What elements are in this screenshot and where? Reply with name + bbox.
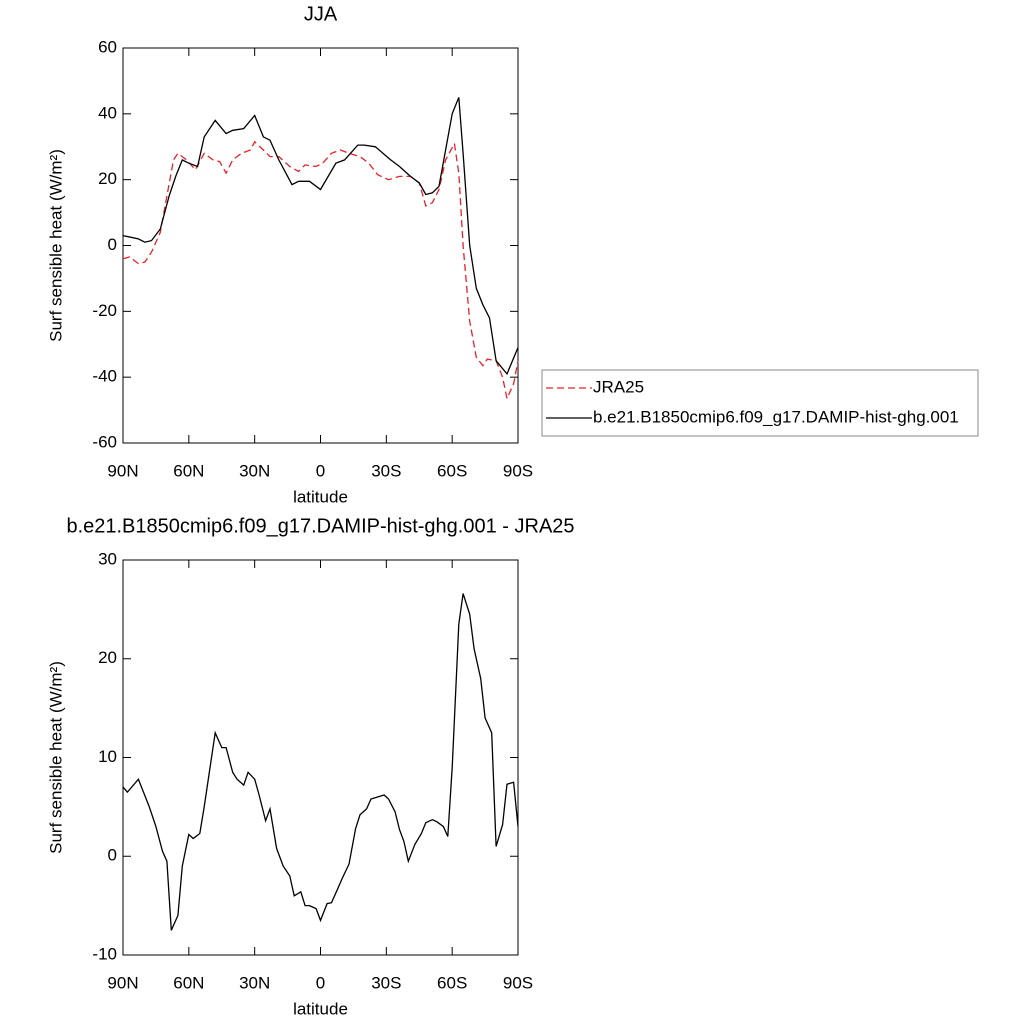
chart-title: b.e21.B1850cmip6.f09_g17.DAMIP-hist-ghg.… [66, 515, 574, 537]
x-tick-label: 60S [437, 973, 467, 992]
x-tick-label: 0 [316, 461, 325, 480]
x-tick-label: 30S [371, 461, 401, 480]
data-line [122, 593, 519, 931]
x-tick-label: 30N [239, 461, 270, 480]
y-tick-label: 20 [98, 169, 117, 188]
plot-frame [122, 47, 519, 444]
y-tick-label: 10 [98, 747, 117, 766]
y-tick-label: 40 [98, 103, 117, 122]
y-tick-label: -40 [92, 367, 117, 386]
x-tick-label: 60N [173, 973, 204, 992]
data-line [122, 97, 519, 376]
x-axis-label: latitude [293, 999, 348, 1018]
y-tick-label: 0 [108, 235, 117, 254]
y-tick-label: 60 [98, 37, 117, 56]
legend-label: JRA25 [593, 377, 644, 396]
legend-box [541, 369, 979, 437]
x-tick-label: 60N [173, 461, 204, 480]
x-tick-label: 90N [107, 461, 138, 480]
data-line [122, 140, 519, 401]
y-tick-label: 20 [98, 648, 117, 667]
x-axis-label: latitude [293, 487, 348, 506]
x-tick-label: 0 [316, 973, 325, 992]
y-tick-label: 0 [108, 846, 117, 865]
y-axis-label: Surf sensible heat (W/m²) [46, 149, 65, 342]
x-tick-label: 90S [503, 461, 533, 480]
x-tick-label: 90N [107, 973, 138, 992]
y-tick-label: -20 [92, 301, 117, 320]
y-tick-label: 30 [98, 549, 117, 568]
plot-frame [122, 559, 519, 956]
y-tick-label: -10 [92, 944, 117, 963]
x-tick-label: 30S [371, 973, 401, 992]
x-tick-label: 90S [503, 973, 533, 992]
y-axis-label: Surf sensible heat (W/m²) [46, 661, 65, 854]
x-tick-label: 60S [437, 461, 467, 480]
x-tick-label: 30N [239, 973, 270, 992]
y-tick-label: -60 [92, 432, 117, 451]
legend-label: b.e21.B1850cmip6.f09_g17.DAMIP-hist-ghg.… [593, 407, 959, 426]
chart-title: JJA [304, 3, 338, 25]
